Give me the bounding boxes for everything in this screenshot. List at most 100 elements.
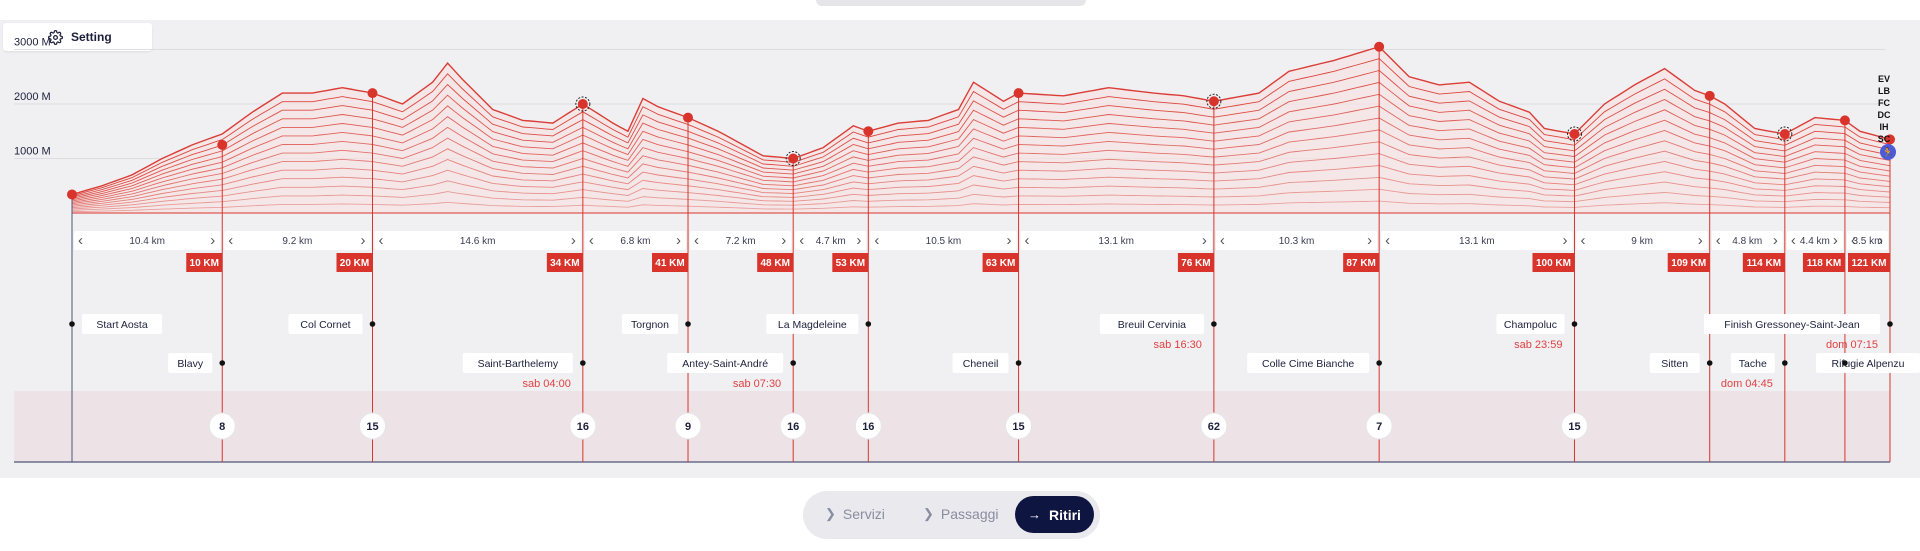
waypoint-dot[interactable] (577, 99, 588, 109)
waypoint-dot[interactable] (1839, 115, 1850, 126)
waypoint-label-dot (1887, 321, 1893, 327)
km-marker: 118 KM (1802, 253, 1845, 272)
waypoint-dot[interactable] (1374, 41, 1385, 52)
segment-bg (1381, 231, 1573, 250)
legend-item: IH (1880, 122, 1889, 132)
waypoint-label-bg (288, 314, 363, 334)
ritiri-button[interactable]: → Ritiri (1015, 496, 1094, 533)
waypoint-time: sab 23:59 (1514, 339, 1562, 351)
waypoint-name: La Magdeleine (778, 319, 847, 331)
chevron-left-icon: ‹ (1851, 232, 1856, 249)
waypoint-dot[interactable] (788, 153, 799, 164)
waypoint-name: Champoluc (1504, 319, 1557, 331)
waypoint-label-bg (667, 353, 784, 373)
km-marker: 53 KM (832, 253, 869, 272)
waypoint-dot[interactable] (67, 189, 77, 200)
waypoint-label-dot (1211, 321, 1217, 327)
segment-stepper[interactable]: ‹ › 7.2 km (690, 231, 792, 250)
chevron-right-icon: › (676, 232, 681, 249)
elevation-contour-line (71, 176, 1891, 210)
km-marker-label: 48 KM (760, 258, 789, 269)
waypoint-dot[interactable] (217, 139, 228, 150)
station-count-bubble[interactable] (674, 412, 702, 440)
km-marker: 76 KM (1177, 253, 1214, 272)
waypoint-dot[interactable] (1779, 128, 1790, 139)
station-count-bubble[interactable] (854, 412, 882, 440)
km-marker-label: 87 KM (1346, 258, 1375, 269)
waypoint-name: Saint-Barthelemy (478, 358, 559, 370)
chevron-right-icon: ❯ (825, 506, 836, 521)
top-handle[interactable] (816, 0, 1086, 6)
segment-stepper[interactable]: ‹ › 6.8 km (584, 231, 687, 250)
waypoint-dot[interactable] (367, 88, 378, 99)
servizi-button[interactable]: ❯ Servizi (825, 506, 885, 522)
waypoint-name: Rifugie Alpenzu (1832, 358, 1905, 370)
station-count-bubble[interactable] (1005, 412, 1033, 440)
waypoint-dot[interactable] (1569, 128, 1580, 139)
segment-distance-label: 10.4 km (129, 236, 165, 247)
chevron-right-icon: › (1833, 232, 1838, 249)
km-marker-bg (1802, 253, 1845, 272)
waypoint-name: Sitten (1661, 358, 1688, 370)
waypoint-dot[interactable] (1885, 134, 1895, 145)
chevron-left-icon: ‹ (1791, 232, 1796, 249)
segment-stepper[interactable]: ‹ ›4.4 km (1786, 231, 1843, 250)
waypoint-dot[interactable] (683, 112, 694, 123)
waypoint-dot[interactable] (1704, 90, 1715, 101)
station-count-bubble[interactable] (1365, 412, 1393, 440)
chevron-right-icon: › (1007, 232, 1012, 249)
station-count-bubble[interactable] (779, 412, 807, 440)
km-marker: 100 KM (1532, 253, 1575, 272)
waypoint-label-dot (1842, 360, 1848, 366)
segment-stepper[interactable]: ‹ › 4.8 km (1711, 231, 1783, 250)
segment-bg (74, 231, 221, 250)
station-count: 15 (1012, 421, 1024, 433)
chevron-left-icon: ‹ (228, 232, 233, 249)
life-base-ring-icon (1777, 126, 1793, 142)
runner-icon[interactable] (1880, 144, 1896, 160)
segment-stepper[interactable]: ‹ › 13.1 km (1381, 231, 1573, 250)
segment-bg (1846, 231, 1888, 250)
waypoint-label-bg (952, 353, 1009, 373)
chevron-right-icon: › (781, 232, 786, 249)
stations-band (14, 391, 1890, 462)
station-count-bubble[interactable] (569, 412, 597, 440)
legend-item: DC (1878, 110, 1891, 120)
waypoint-time: sab 04:00 (523, 378, 571, 390)
km-marker: 20 KM (336, 253, 373, 272)
station-count: 9 (685, 421, 691, 433)
passaggi-button[interactable]: ❯ Passaggi (923, 506, 999, 522)
segment-stepper[interactable]: ‹ › 13.1 km (1020, 231, 1212, 250)
passaggi-label: Passaggi (940, 506, 999, 522)
station-count-bubble[interactable] (358, 412, 386, 440)
gear-icon (48, 29, 63, 45)
chevron-right-icon: › (360, 232, 365, 249)
station-count-bubble[interactable] (1200, 412, 1228, 440)
station-count-bubble[interactable] (208, 412, 236, 440)
segment-bg (1786, 231, 1843, 250)
waypoint-dot[interactable] (863, 126, 874, 137)
km-marker-bg (186, 253, 223, 272)
waypoint-dot[interactable] (1208, 96, 1219, 107)
segment-stepper[interactable]: ‹ › 10.3 km (1215, 231, 1378, 250)
waypoint-time: dom 04:45 (1721, 378, 1773, 390)
chevron-right-icon: › (1878, 232, 1883, 249)
segment-stepper[interactable]: ‹ › 10.4 km (74, 231, 221, 250)
segment-stepper[interactable]: ‹ › 9 km (1576, 231, 1708, 250)
segment-stepper[interactable]: ‹ › 4.7 km (795, 231, 867, 250)
waypoint-name: Blavy (177, 358, 203, 370)
waypoint-label-dot (1782, 360, 1788, 366)
waypoint-label-dot (369, 321, 376, 327)
km-marker-bg (1532, 253, 1575, 272)
segment-stepper[interactable]: ‹ › 10.5 km (870, 231, 1017, 250)
segment-stepper[interactable]: ‹ › 9.2 km (224, 231, 371, 250)
setting-button[interactable]: Setting (3, 23, 152, 51)
station-count-bubble[interactable] (1560, 412, 1588, 440)
chevron-left-icon: ‹ (1716, 232, 1721, 249)
life-base-ring-icon (1566, 126, 1582, 142)
waypoint-dot[interactable] (1013, 88, 1024, 99)
segment-stepper[interactable]: ‹ › 14.6 km (374, 231, 581, 250)
segment-stepper[interactable]: ‹ ›3.5 km (1846, 231, 1888, 250)
